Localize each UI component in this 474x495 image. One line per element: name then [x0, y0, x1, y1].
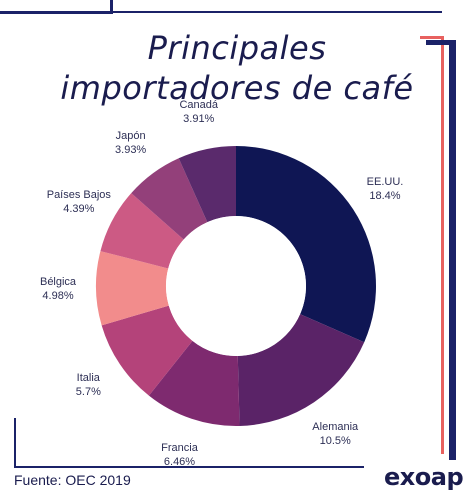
slice-name: EE.UU. — [366, 175, 404, 188]
slice-name: Bélgica — [39, 275, 77, 288]
frame-top-line — [110, 0, 113, 14]
slice-label-5: Países Bajos 4.39% — [47, 188, 111, 216]
donut-slice-0 — [236, 146, 377, 343]
frame-bottom-line — [14, 466, 364, 468]
donut-slice-7 — [178, 146, 236, 223]
frame-top-bar — [0, 11, 110, 14]
slice-value: 5.7% — [75, 386, 101, 399]
frame-top-line-right — [110, 11, 442, 13]
frame-right-top-navy — [426, 40, 456, 45]
slice-label-3: Italia 5.7% — [76, 371, 101, 399]
donut-chart — [95, 146, 377, 426]
slice-value: 4.98% — [42, 289, 74, 302]
slice-label-6: Japón 3.93% — [115, 129, 146, 157]
slice-label-7: Canadá 3.91% — [179, 98, 218, 126]
slice-name: Italia — [76, 372, 100, 385]
donut-slice-4 — [95, 251, 169, 326]
slice-value: 6.46% — [163, 455, 196, 468]
frame-right-navy — [449, 40, 456, 460]
donut-slice-1 — [237, 314, 365, 426]
slice-value: 18.4% — [369, 189, 401, 202]
slice-name: Países Bajos — [46, 189, 111, 202]
frame-right-red — [441, 36, 444, 454]
brand-logo: exoap — [384, 463, 464, 491]
frame-left-line — [14, 418, 16, 468]
donut-slice-3 — [101, 305, 193, 396]
chart-title-line-2: importadores de café — [60, 69, 414, 107]
slice-label-2: Francia 6.46% — [161, 441, 198, 469]
slice-name: Canadá — [179, 98, 219, 111]
donut-slice-2 — [148, 340, 240, 426]
donut-slice-5 — [100, 193, 184, 269]
slice-value: 4.39% — [63, 203, 95, 216]
slice-name: Francia — [161, 441, 198, 454]
chart-title-line-1: Principales — [147, 29, 327, 67]
slice-label-0: EE.UU. 18.4% — [367, 175, 404, 203]
slice-value: 3.93% — [115, 143, 147, 156]
slice-label-4: Bélgica 4.98% — [40, 275, 76, 303]
slice-value: 10.5% — [319, 434, 351, 447]
slice-name: Alemania — [312, 420, 359, 433]
frame-top-red — [420, 36, 444, 39]
slice-label-1: Alemania 10.5% — [312, 420, 358, 448]
donut-hole — [166, 216, 306, 356]
slice-name: Japón — [115, 129, 146, 142]
slice-value: 3.91% — [183, 112, 215, 125]
source-note: Fuente: OEC 2019 — [14, 472, 131, 488]
donut-slice-6 — [131, 158, 208, 240]
